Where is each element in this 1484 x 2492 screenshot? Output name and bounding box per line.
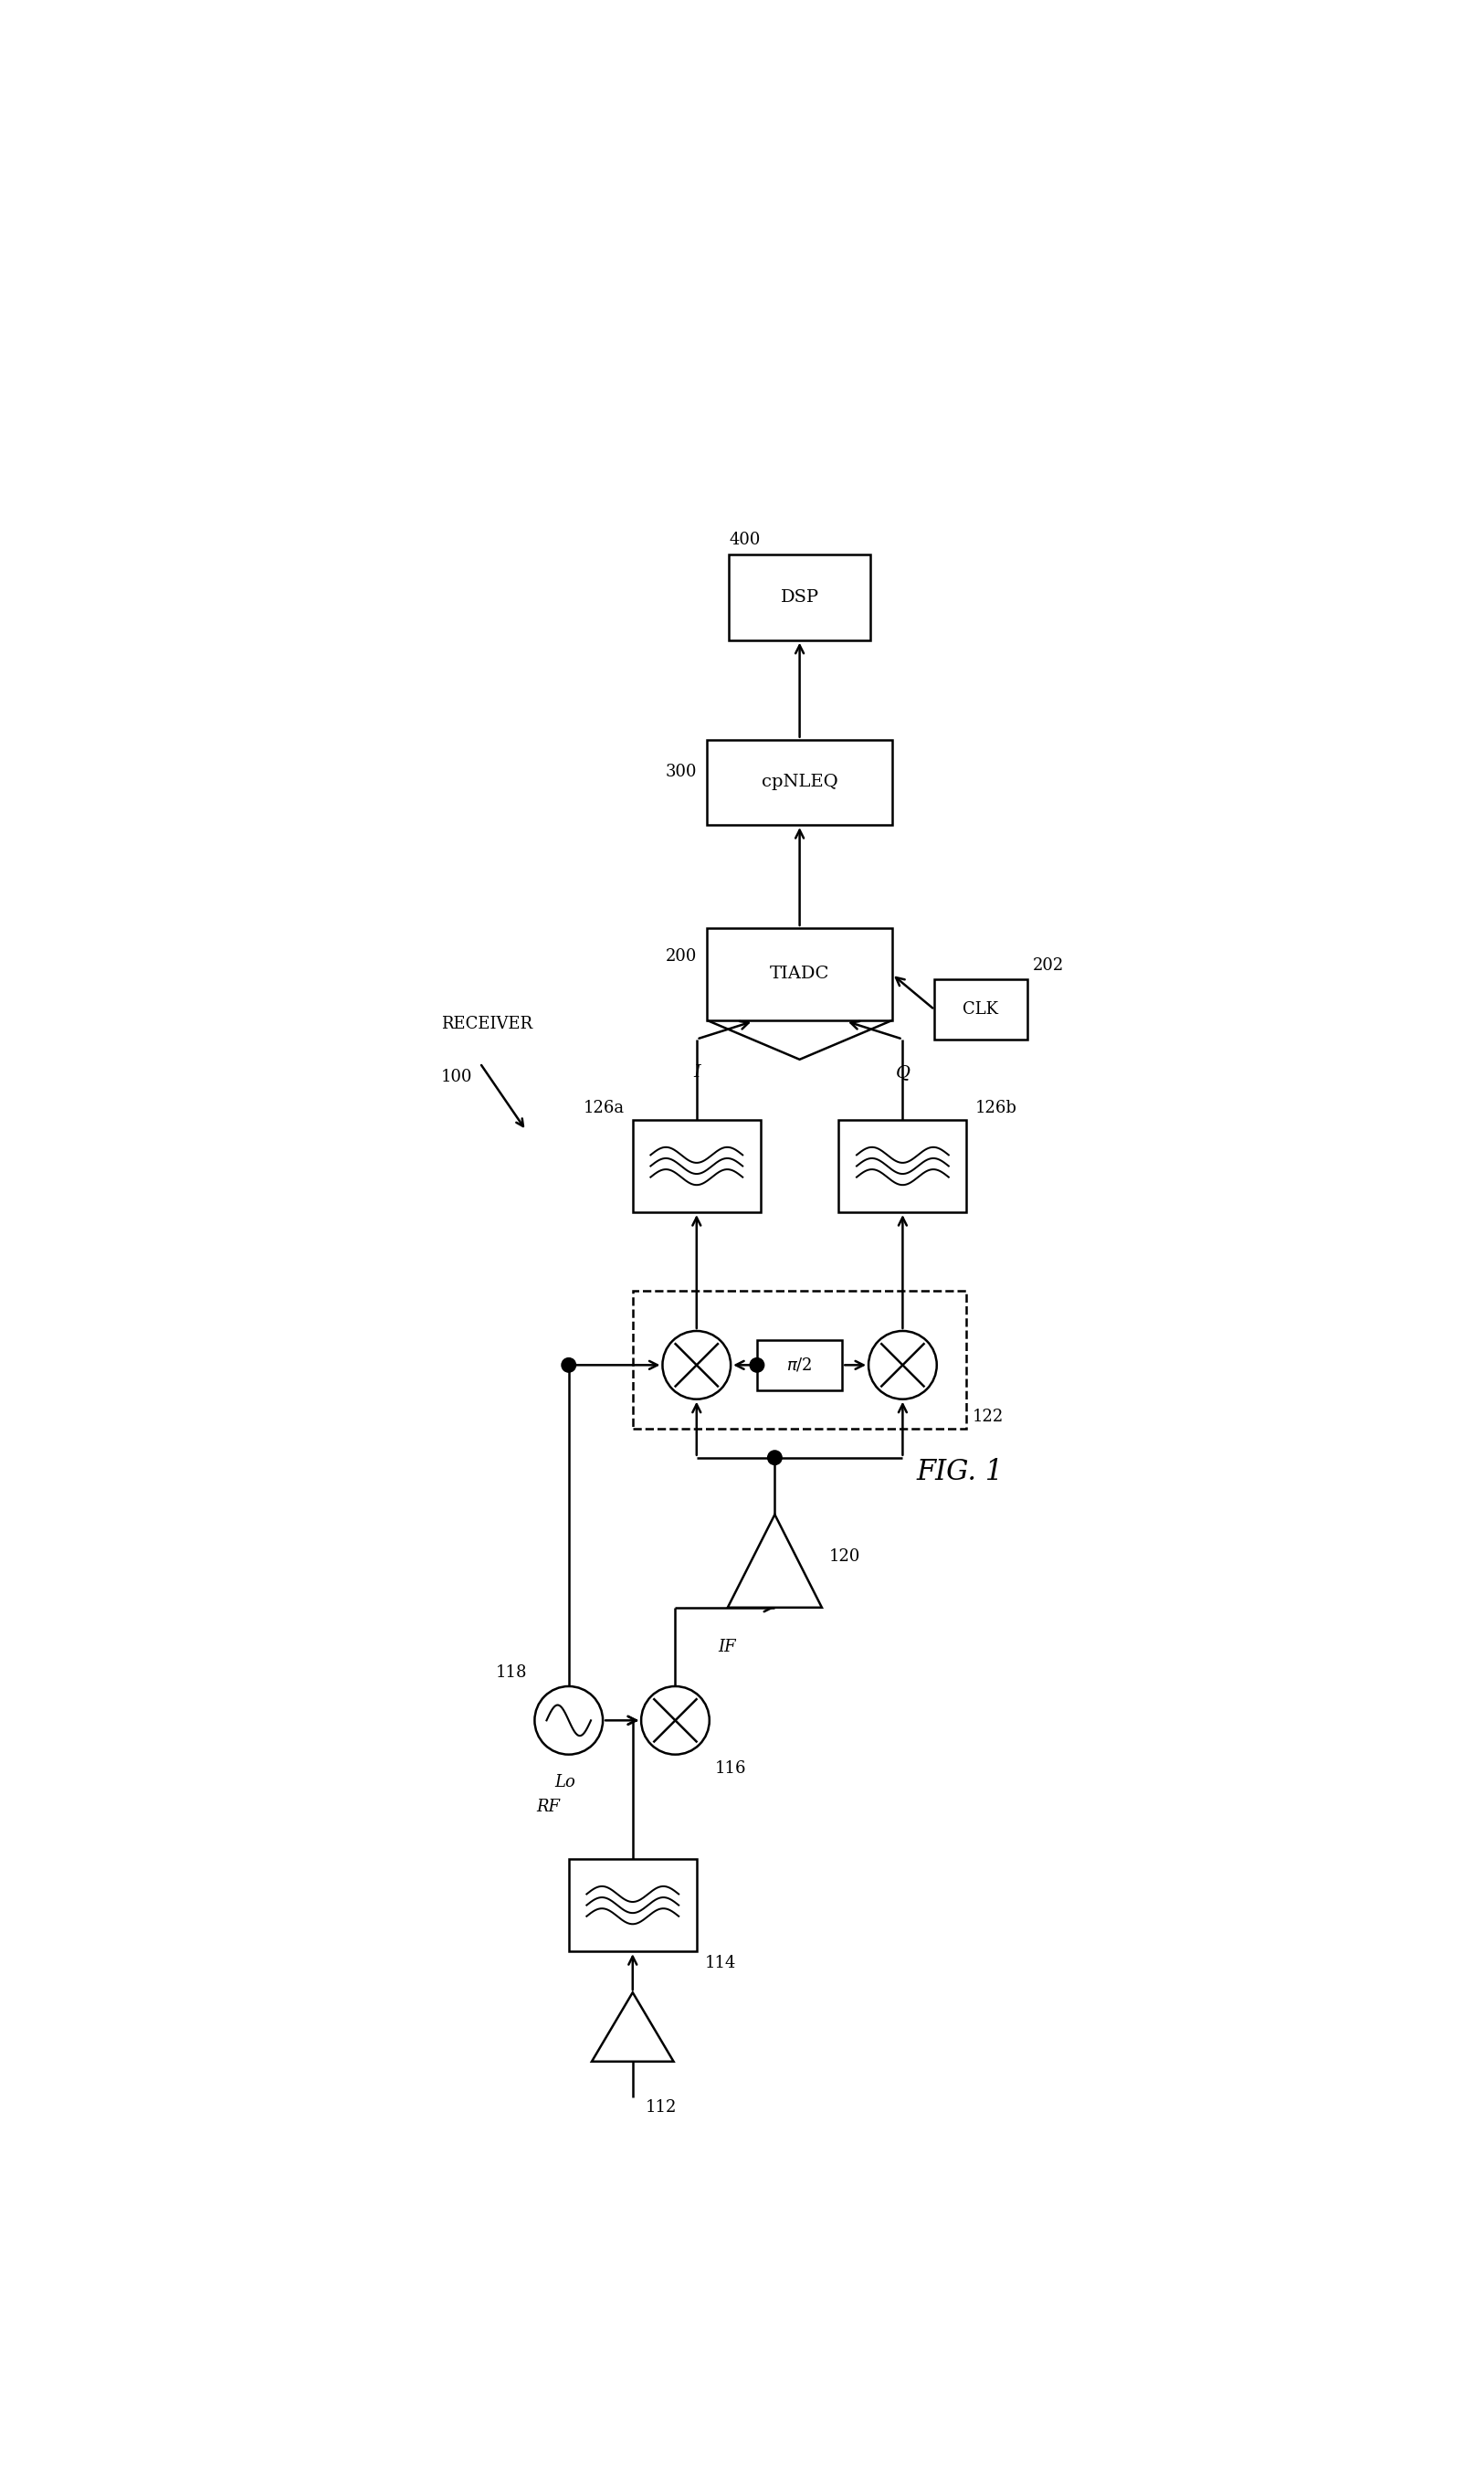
Text: 200: 200 xyxy=(665,947,696,964)
Text: TIADC: TIADC xyxy=(770,967,830,982)
Text: I: I xyxy=(693,1064,700,1082)
Polygon shape xyxy=(592,1994,674,2061)
Bar xyxy=(632,1291,966,1428)
Bar xyxy=(729,556,871,640)
Text: 116: 116 xyxy=(715,1759,746,1777)
Circle shape xyxy=(868,1331,936,1398)
Circle shape xyxy=(662,1331,730,1398)
Text: 400: 400 xyxy=(729,531,761,548)
Circle shape xyxy=(534,1687,603,1754)
Text: 300: 300 xyxy=(665,763,696,780)
Text: $\pi$/2: $\pi$/2 xyxy=(787,1356,813,1373)
Text: FIG. 1: FIG. 1 xyxy=(916,1458,1003,1485)
Circle shape xyxy=(641,1687,709,1754)
Text: 122: 122 xyxy=(972,1408,1003,1425)
Text: DSP: DSP xyxy=(781,588,819,606)
Circle shape xyxy=(767,1450,782,1465)
Text: 126b: 126b xyxy=(975,1099,1017,1116)
Bar xyxy=(632,1119,761,1211)
Text: 118: 118 xyxy=(496,1665,527,1680)
Bar xyxy=(757,1341,843,1391)
Text: RECEIVER: RECEIVER xyxy=(441,1017,533,1032)
Text: Q: Q xyxy=(895,1064,910,1082)
Bar xyxy=(708,927,892,1019)
Circle shape xyxy=(561,1358,576,1373)
Bar xyxy=(568,1859,696,1951)
Text: Lo: Lo xyxy=(555,1774,576,1792)
Text: 114: 114 xyxy=(705,1954,736,1971)
Text: 202: 202 xyxy=(1033,957,1064,974)
Text: RF: RF xyxy=(536,1799,559,1814)
Text: 112: 112 xyxy=(646,2098,677,2116)
Bar xyxy=(708,740,892,825)
Circle shape xyxy=(749,1358,764,1373)
Text: 100: 100 xyxy=(441,1069,472,1087)
Text: 120: 120 xyxy=(828,1548,861,1565)
Bar xyxy=(935,979,1027,1039)
Bar xyxy=(838,1119,966,1211)
Text: cpNLEQ: cpNLEQ xyxy=(761,775,838,790)
Text: IF: IF xyxy=(718,1640,736,1655)
Polygon shape xyxy=(727,1515,822,1607)
Text: CLK: CLK xyxy=(963,1002,999,1017)
Text: 126a: 126a xyxy=(583,1099,625,1116)
